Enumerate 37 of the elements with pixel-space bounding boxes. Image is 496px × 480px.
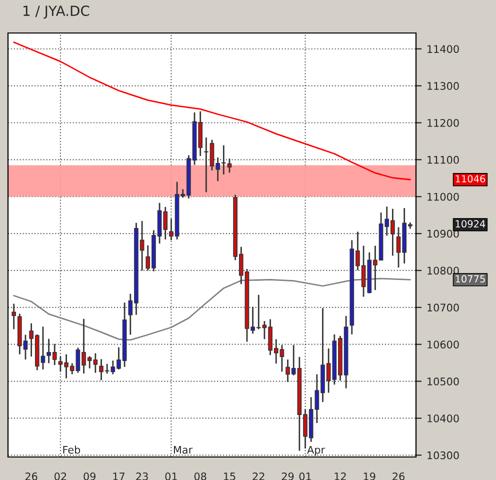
x-tick-label: 19 xyxy=(364,472,376,480)
y-tick-label: 11000 xyxy=(428,192,459,201)
x-tick-label: 29 xyxy=(282,472,294,480)
candlestick xyxy=(227,158,232,174)
y-tick-label: 10400 xyxy=(428,414,459,422)
x-tick-label: 23 xyxy=(136,472,148,480)
x-tick-label: 26 xyxy=(25,472,38,480)
candlestick xyxy=(12,303,16,330)
text: 11046 xyxy=(456,175,486,182)
x-tick-label: 15 xyxy=(224,472,236,480)
annotation: Mar xyxy=(174,446,193,454)
y-tick-label: 11100 xyxy=(428,156,459,164)
x-tick-label: 02 xyxy=(54,472,66,480)
y-tick-label: 10600 xyxy=(428,340,459,348)
x-tick-label: 09 xyxy=(84,472,96,480)
chart-title: 1 / JYA.DC xyxy=(24,6,90,19)
y-tick-label: 10700 xyxy=(428,304,459,312)
x-tick-label: 08 xyxy=(194,472,206,480)
y-tick-label: 11200 xyxy=(428,118,459,127)
y-tick-label: 10800 xyxy=(428,266,459,275)
y-tick-label: 11400 xyxy=(428,45,459,53)
x-tick-label: 12 xyxy=(334,472,346,480)
y-tick-label: 10300 xyxy=(428,451,459,460)
x-tick-label: 26 xyxy=(392,472,404,480)
y-tick-label: 10500 xyxy=(428,378,459,386)
y-tick-label: 10900 xyxy=(428,230,459,238)
x-tick-label: 17 xyxy=(113,472,124,480)
annotation: Feb xyxy=(63,446,80,454)
x-tick-label: 01 xyxy=(165,472,177,480)
x-tick-label: 22 xyxy=(252,472,264,480)
text: 10775 xyxy=(456,275,485,283)
line-series xyxy=(13,278,411,341)
text: 10924 xyxy=(456,220,486,228)
line-series xyxy=(13,42,411,180)
y-tick-label: 11300 xyxy=(428,82,459,90)
annotation: Apr xyxy=(307,446,326,456)
x-tick-label: 01 xyxy=(299,472,311,480)
